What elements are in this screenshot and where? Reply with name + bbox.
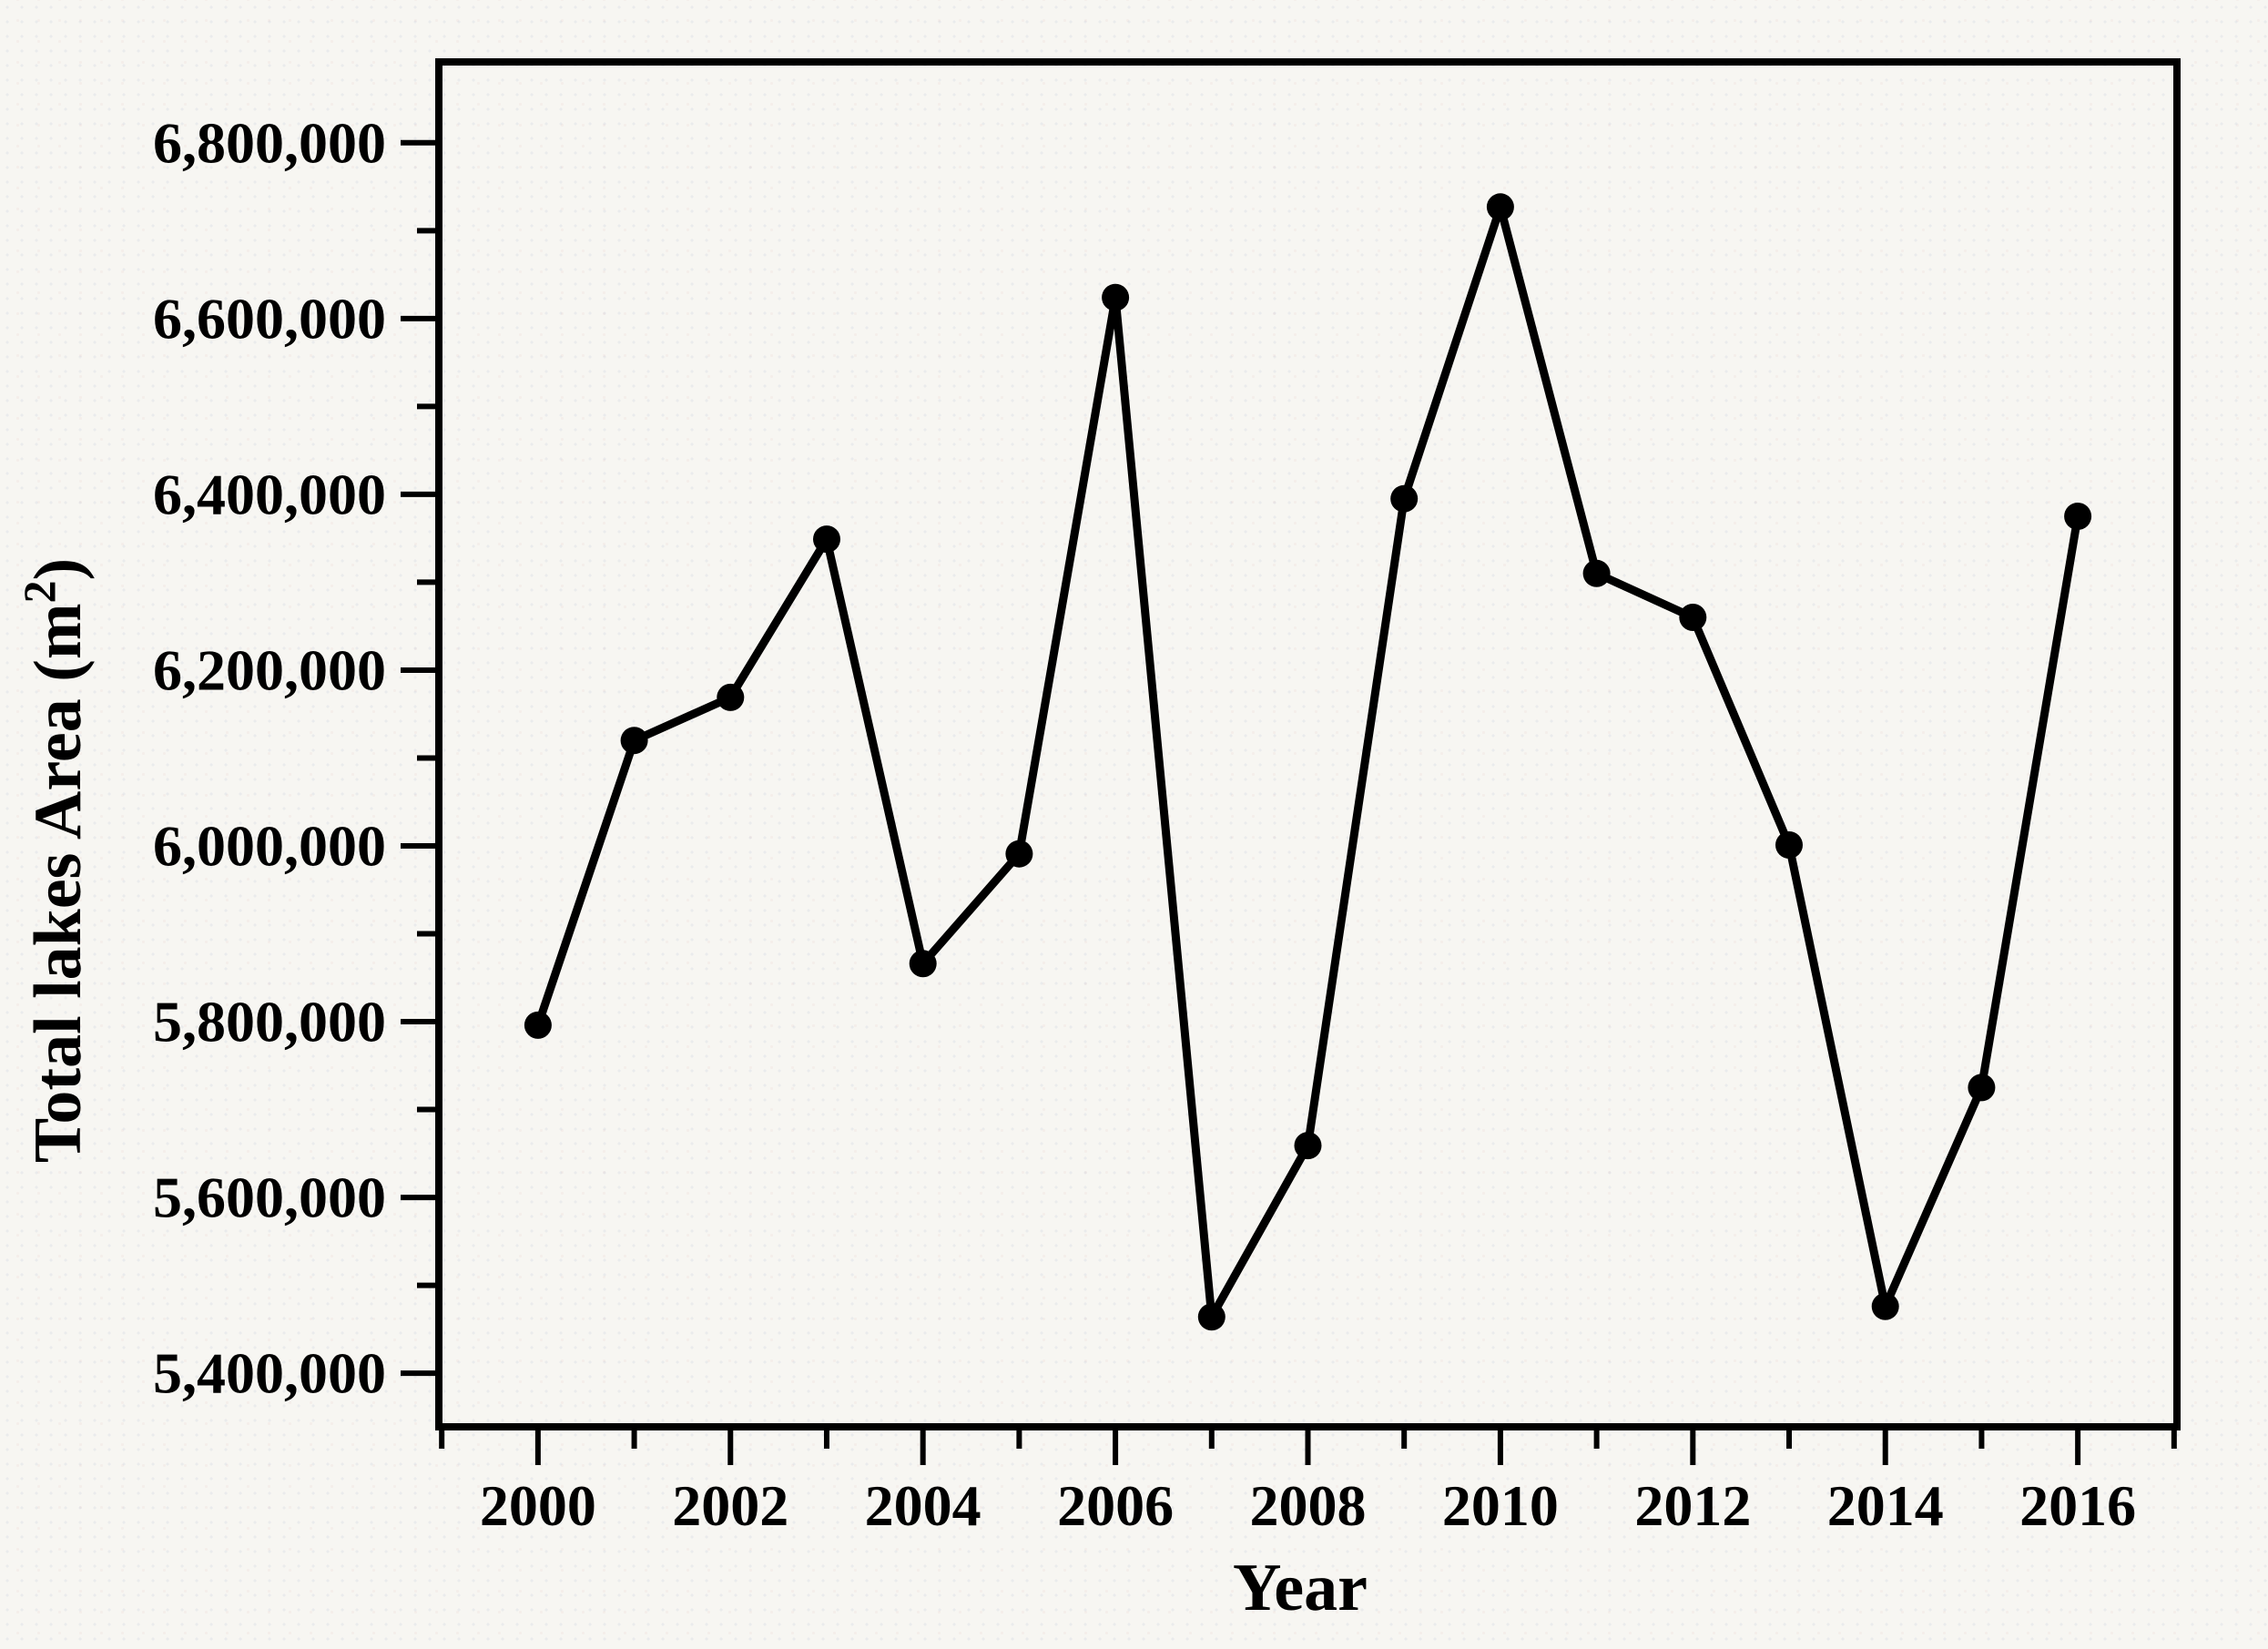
data-point-2013	[1775, 831, 1803, 859]
data-point-2008	[1294, 1132, 1322, 1160]
data-series-layer	[524, 193, 2092, 1331]
data-point-2012	[1679, 604, 1707, 631]
x-tick-label: 2016	[2019, 1473, 2136, 1538]
x-tick-label: 2002	[672, 1473, 788, 1538]
y-axis-title: Total lakes Area (m2)	[14, 558, 96, 1163]
x-tick-label: 2004	[865, 1473, 981, 1538]
y-tick-label: 6,200,000	[153, 637, 386, 702]
x-tick-label: 2008	[1250, 1473, 1367, 1538]
data-point-2007	[1197, 1303, 1226, 1331]
data-point-2006	[1102, 283, 1130, 311]
x-axis-title: Year	[1233, 1551, 1368, 1625]
data-point-2002	[717, 683, 745, 711]
y-axis-title-main: Total lakes Area (m	[21, 604, 96, 1164]
y-tick-label: 5,800,000	[153, 990, 386, 1054]
data-point-2010	[1486, 193, 1514, 221]
data-point-2014	[1871, 1292, 1899, 1320]
x-tick-label: 2000	[480, 1473, 596, 1538]
y-tick-label: 6,000,000	[153, 813, 386, 878]
x-tick-label: 2010	[1442, 1473, 1559, 1538]
y-tick-label: 6,600,000	[153, 286, 386, 351]
y-axis-title-superscript: 2	[14, 581, 65, 604]
y-tick-label: 6,800,000	[153, 110, 386, 175]
data-point-2004	[909, 950, 937, 978]
x-tick-label: 2014	[1827, 1473, 1944, 1538]
data-point-2011	[1582, 559, 1611, 587]
plot-frame	[435, 58, 2181, 1430]
y-tick-label: 5,400,000	[153, 1341, 386, 1406]
data-point-2003	[813, 525, 840, 554]
y-tick-label: 6,400,000	[153, 462, 386, 526]
y-tick-label: 5,600,000	[153, 1165, 386, 1230]
data-point-2005	[1005, 840, 1033, 868]
x-tick-label: 2012	[1634, 1473, 1751, 1538]
axes-ticks-layer: 6,800,000 6,600,000 6,400,000 6,200,000 6,00…	[153, 110, 2177, 1538]
data-point-2001	[620, 727, 648, 755]
data-point-2000	[524, 1011, 552, 1039]
data-point-2015	[1968, 1074, 1996, 1102]
y-axis-title-close: )	[21, 558, 96, 581]
data-point-2009	[1390, 484, 1419, 513]
x-tick-label: 2006	[1057, 1473, 1174, 1538]
data-point-2016	[2064, 503, 2092, 530]
